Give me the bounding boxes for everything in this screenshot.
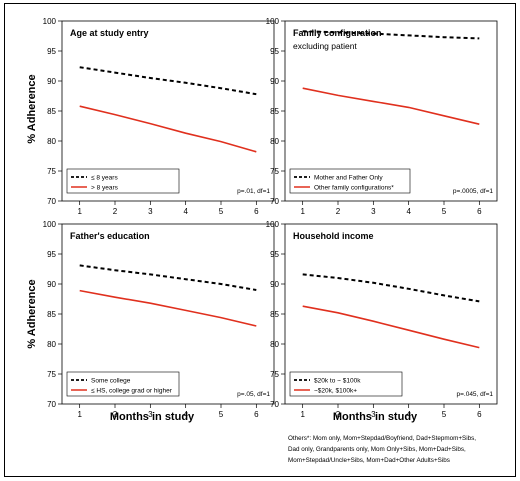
y-tick-label: 90 — [270, 280, 279, 289]
y-tick-label: 70 — [270, 400, 279, 409]
legend-entry: ≤ 8 years — [91, 175, 118, 182]
x-tick-label: 2 — [113, 410, 118, 419]
y-tick-label: 75 — [47, 370, 56, 379]
x-tick-label: 5 — [219, 207, 224, 216]
x-tick-label: 4 — [406, 410, 411, 419]
left-ylabel-top: % Adherence — [26, 74, 38, 143]
y-tick-label: 85 — [47, 107, 56, 116]
x-tick-label: 3 — [148, 207, 153, 216]
x-tick-label: 6 — [254, 410, 259, 419]
series-line-2 — [302, 87, 480, 125]
y-tick-label: 75 — [270, 370, 279, 379]
y-tick-label: 75 — [47, 167, 56, 176]
left-ylabel-bottom: % Adherence — [26, 279, 38, 348]
y-tick-label: 85 — [47, 310, 56, 319]
p-value-annotation: p=.045, df=1 — [456, 391, 493, 398]
panel-4: 70 75 80 85 90 95 100 1 2 3 4 5 6 Household income $20… — [266, 220, 498, 419]
x-tick-label: 2 — [336, 207, 341, 216]
y-tick-label: 85 — [270, 107, 279, 116]
y-tick-label: 70 — [47, 197, 56, 206]
x-tick-label: 6 — [477, 207, 482, 216]
x-tick-label: 1 — [77, 410, 82, 419]
y-tick-label: 85 — [270, 310, 279, 319]
y-tick-label: 95 — [270, 47, 279, 56]
x-tick-label: 4 — [406, 207, 411, 216]
panel-title: Father's education — [70, 231, 150, 241]
legend-entry: Mother and Father Only — [314, 175, 383, 182]
y-tick-label: 80 — [47, 340, 56, 349]
x-tick-label: 4 — [183, 207, 188, 216]
x-tick-label: 3 — [371, 410, 376, 419]
x-tick-label: 3 — [148, 410, 153, 419]
x-tick-label: 6 — [254, 207, 259, 216]
x-tick-label: 3 — [371, 207, 376, 216]
y-tick-label: 95 — [47, 250, 56, 259]
x-tick-label: 4 — [183, 410, 188, 419]
y-tick-label: 80 — [47, 137, 56, 146]
y-tick-label: 75 — [270, 167, 279, 176]
panel-2: 70 75 80 85 90 95 100 1 2 3 4 5 6 Family configuratio… — [266, 17, 498, 216]
x-tick-label: 6 — [477, 410, 482, 419]
x-tick-label: 5 — [442, 207, 447, 216]
legend-entry: > 8 years — [91, 185, 119, 192]
y-tick-label: 95 — [47, 47, 56, 56]
y-tick-label: 100 — [266, 220, 280, 229]
panel-1: 70 75 80 85 90 95 100 1 2 3 4 5 6 Age at study entry ≤… — [43, 17, 275, 216]
legend-entry: Some college — [91, 378, 131, 385]
series-line-1 — [302, 273, 480, 303]
panel-subtitle: excluding patient — [293, 41, 357, 51]
y-axis-label-bottom: % Adherence — [26, 279, 38, 348]
panel-title: Household income — [293, 231, 374, 241]
x-tick-label: 5 — [442, 410, 447, 419]
series-line-1 — [79, 264, 257, 291]
x-axis-label-left: Months in study — [110, 411, 195, 423]
legend-entry: ~$20k, $100k+ — [314, 388, 357, 395]
x-tick-label: 2 — [336, 410, 341, 419]
figure-canvas: 70 75 80 85 90 95 100 1 2 3 4 5 6 Age at study entry ≤… — [26, 17, 498, 464]
y-tick-label: 100 — [43, 17, 57, 26]
panel-3: 70 75 80 85 90 95 100 1 2 3 4 5 6 Father's education S… — [43, 220, 275, 419]
panel-title: Age at study entry — [70, 28, 149, 38]
panel-title: Family configuration — [293, 28, 382, 38]
legend-box — [66, 168, 180, 194]
x-tick-label: 1 — [77, 207, 82, 216]
x-tick-label: 1 — [300, 207, 305, 216]
p-value-annotation: p=.01, df=1 — [237, 188, 270, 195]
figure-frame: 70 75 80 85 90 95 100 1 2 3 4 5 6 Age at study entry ≤… — [4, 3, 516, 477]
series-line-2 — [79, 289, 257, 327]
series-line-1 — [302, 30, 480, 40]
x-axis-label-right: Months in study — [333, 411, 418, 423]
p-value-annotation: p=.05, df=1 — [237, 391, 270, 398]
footnote-line-1: Others*: Mom only, Mom+Stepdad/Boyfriend… — [288, 435, 476, 442]
y-tick-label: 100 — [43, 220, 57, 229]
footnote-line-2: Dad only, Grandparents only, Mom Only+Si… — [288, 446, 466, 453]
y-tick-label: 90 — [270, 77, 279, 86]
series-line-1 — [79, 66, 257, 96]
legend-box — [289, 371, 403, 397]
x-tick-label: 1 — [300, 410, 305, 419]
y-tick-label: 100 — [266, 17, 280, 26]
legend-entry: ≤ HS, college grad or higher — [91, 388, 173, 395]
y-tick-label: 70 — [47, 400, 56, 409]
series-line-2 — [79, 105, 257, 153]
y-tick-label: 95 — [270, 250, 279, 259]
legend-box — [66, 371, 180, 397]
y-tick-label: 90 — [47, 280, 56, 289]
y-tick-label: 90 — [47, 77, 56, 86]
series-line-2 — [302, 305, 480, 349]
y-axis-label-top: % Adherence — [26, 74, 38, 143]
legend-box — [289, 168, 411, 194]
legend-entry: Other family configurations* — [314, 185, 394, 192]
legend-entry: $20k to ~ $100k — [314, 378, 361, 385]
y-tick-label: 80 — [270, 340, 279, 349]
y-tick-label: 70 — [270, 197, 279, 206]
y-tick-label: 80 — [270, 137, 279, 146]
footnote-line-3: Mom+Stepdad/Uncle+Sibs, Mom+Dad+Other Ad… — [288, 457, 450, 464]
p-value-annotation: p=.0005, df=1 — [453, 188, 494, 195]
x-tick-label: 5 — [219, 410, 224, 419]
x-tick-label: 2 — [113, 207, 118, 216]
